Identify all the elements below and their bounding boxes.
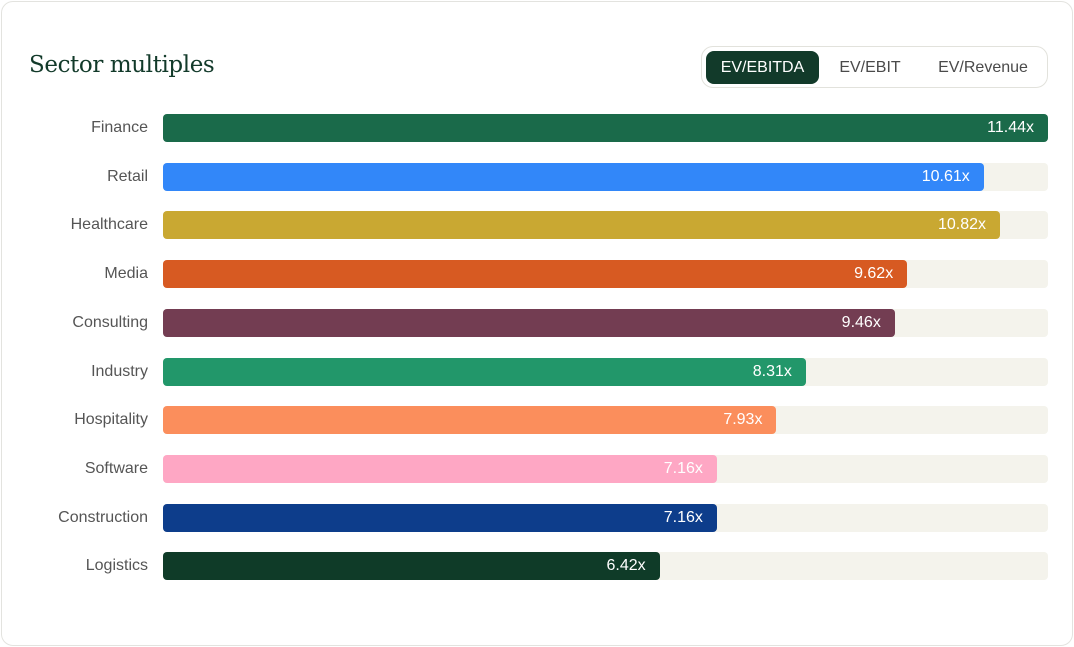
bar[interactable]: 8.31x <box>163 357 806 386</box>
value-label: 6.42x <box>606 557 646 575</box>
category-label: Healthcare <box>70 216 148 234</box>
bar[interactable]: 7.93x <box>163 406 777 435</box>
bar-row: Media 9.62x <box>2 260 1074 289</box>
bar-track: 7.16x <box>163 454 1048 483</box>
bar-row: Healthcare 10.82x <box>2 211 1074 240</box>
bar-track: 8.31x <box>163 357 1048 386</box>
bar-track: 7.16x <box>163 503 1048 532</box>
value-label: 11.44x <box>987 119 1034 136</box>
category-label: Industry <box>91 362 148 380</box>
bar-track: 9.46x <box>163 308 1048 337</box>
bar[interactable]: 10.61x <box>163 162 984 191</box>
bar[interactable]: 9.62x <box>163 260 908 289</box>
bar-row: Logistics 6.42x <box>2 552 1074 581</box>
category-label: Hospitality <box>74 411 148 429</box>
category-label: Retail <box>107 167 148 185</box>
value-label: 9.46x <box>841 313 881 331</box>
chart-title: Sector multiples <box>29 52 215 78</box>
tab-ev-ebit[interactable]: EV/EBIT <box>824 51 916 84</box>
bar-track: 9.62x <box>163 260 1048 289</box>
metric-tabs: EV/EBITDA EV/EBIT EV/Revenue <box>701 46 1048 88</box>
bar-row: Hospitality 7.93x <box>2 406 1074 435</box>
category-label: Logistics <box>85 557 148 575</box>
category-label: Finance <box>91 119 148 136</box>
value-label: 7.16x <box>663 508 703 526</box>
value-label: 7.16x <box>663 459 703 477</box>
tab-ev-ebitda[interactable]: EV/EBITDA <box>706 51 819 84</box>
bar-row: Retail 10.61x <box>2 162 1074 191</box>
value-label: 10.61x <box>921 167 970 185</box>
bar-row: Construction 7.16x <box>2 503 1074 532</box>
tab-ev-revenue[interactable]: EV/Revenue <box>922 51 1044 84</box>
bar-track: 10.61x <box>163 162 1048 191</box>
bar[interactable]: 6.42x <box>163 552 660 581</box>
value-label: 8.31x <box>752 362 792 380</box>
bar[interactable]: 10.82x <box>163 211 1001 240</box>
bar-row: Finance 11.44x <box>2 114 1074 142</box>
value-label: 9.62x <box>854 265 894 283</box>
category-label: Software <box>84 459 148 477</box>
bar-track: 7.93x <box>163 406 1048 435</box>
bar-track: 11.44x <box>163 114 1048 142</box>
bar-track: 10.82x <box>163 211 1048 240</box>
bar[interactable]: 11.44x <box>163 114 1048 142</box>
value-label: 10.82x <box>937 216 987 234</box>
bar[interactable]: 9.46x <box>163 308 895 337</box>
bar-track: 6.42x <box>163 552 1048 581</box>
category-label: Media <box>104 265 148 283</box>
bar[interactable]: 7.16x <box>163 454 717 483</box>
value-label: 7.93x <box>723 411 763 429</box>
bar-row: Software 7.16x <box>2 454 1074 483</box>
category-label: Construction <box>58 508 148 526</box>
bar-row: Industry 8.31x <box>2 357 1074 386</box>
bar-row: Consulting 9.46x <box>2 308 1074 337</box>
category-label: Consulting <box>72 313 148 331</box>
bar[interactable]: 7.16x <box>163 503 717 532</box>
